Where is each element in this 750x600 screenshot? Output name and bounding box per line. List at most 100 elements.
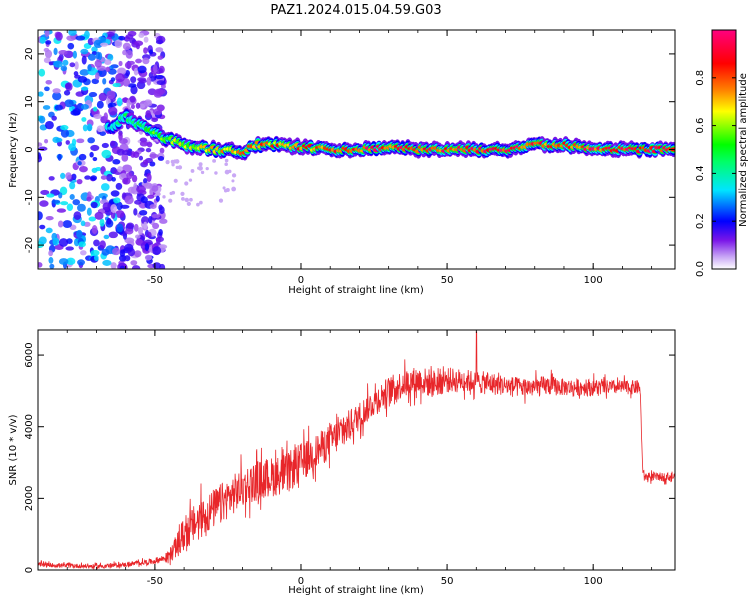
noise-cell [93,254,99,262]
noise-cell [87,137,95,144]
figure-title: PAZ1.2024.015.04.59.G03 [270,3,441,18]
noise-cell [86,196,92,202]
noise-cell [76,203,86,212]
noise-cell [152,64,158,73]
noise-cell [43,47,50,53]
noise-cell [155,47,164,53]
noise-cell [113,197,121,204]
noise-cell [173,178,178,183]
noise-cell [51,199,61,204]
noise-cell [101,149,112,159]
noise-cell [58,238,69,247]
noise-cell [143,178,148,184]
noise-cell [68,30,77,36]
snr-x-axis-label: Height of straight line (km) [288,585,424,596]
noise-cell [78,153,87,161]
noise-cell [124,195,134,205]
snr-series-line [37,331,676,570]
noise-cell [198,162,203,167]
noise-cell [80,86,89,91]
noise-cell [65,246,74,251]
noise-cell [80,48,89,55]
noise-cell [90,201,98,209]
noise-cell [126,222,135,230]
noise-cell [135,43,140,50]
noise-cell [137,65,147,74]
noise-cell [111,177,116,182]
noise-cell [152,222,160,230]
noise-cell [124,61,132,69]
snr-y-tick-label: 2000 [24,486,35,511]
noise-cell [96,125,104,133]
noise-cell [73,71,79,76]
noise-cell [42,105,51,110]
noise-cell [80,220,86,227]
noise-cell [56,208,67,213]
noise-cell [72,199,81,206]
noise-cell [95,72,100,80]
snr-x-tick-label: 100 [584,576,603,587]
noise-cell [155,39,164,45]
noise-cell [39,36,46,44]
noise-cell [121,153,129,162]
noise-cell [81,55,87,65]
noise-cell [138,103,146,109]
noise-cell [118,60,123,67]
spectrogram-y-tick-label: 0 [24,146,35,152]
noise-cell [151,213,161,219]
noise-cell [48,256,54,264]
noise-cell [53,60,63,68]
noise-cell [60,172,66,180]
noise-cell [66,203,74,211]
noise-cell [133,223,139,232]
noise-cell [130,76,137,84]
snr-y-axis-label: SNR (10 * v/v) [8,414,19,485]
noise-cell [107,53,114,61]
noise-cell [99,218,105,227]
noise-cell [222,186,226,190]
noise-cell [160,84,166,89]
noise-cell [145,147,152,153]
noise-cell [39,200,49,207]
noise-cell [231,173,237,178]
noise-cell [82,124,88,132]
spectrogram-y-tick-label: 10 [24,95,35,108]
noise-cell [117,67,127,76]
spectrogram-x-tick-label: 100 [584,275,603,286]
noise-cell [138,226,144,236]
noise-cell [103,234,110,240]
noise-cell [155,195,160,202]
noise-cell [52,88,61,94]
noise-cell [65,140,70,145]
noise-cell [125,49,133,59]
noise-cell [135,238,143,246]
noise-cell [38,262,43,268]
noise-cell [44,120,54,130]
noise-cell [88,92,98,98]
noise-cell [130,85,138,95]
noise-cell [70,110,81,116]
noise-cell [77,259,85,266]
noise-cell [43,57,51,64]
noise-cell [84,175,91,180]
noise-cell [72,50,77,59]
noise-cell [117,166,123,173]
noise-cell [108,102,117,108]
noise-cell [65,172,72,180]
noise-cell [138,79,147,84]
noise-cell [74,61,79,70]
noise-cell [90,144,100,152]
noise-cell [136,185,146,194]
noise-cell [75,35,86,41]
noise-cell [38,146,48,151]
noise-cell [149,161,156,167]
noise-cell [145,110,151,118]
noise-cell [51,115,57,121]
noise-cell [124,227,134,235]
colorbar-label: Normalized spectral amplitude [738,73,749,227]
noise-cell [67,42,75,50]
colorbar: 0.0 0.2 0.4 0.6 0.8 Normalized spectral ampl… [695,29,749,277]
noise-cell [146,173,152,183]
noise-cell [152,262,162,269]
noise-cell [118,35,126,41]
